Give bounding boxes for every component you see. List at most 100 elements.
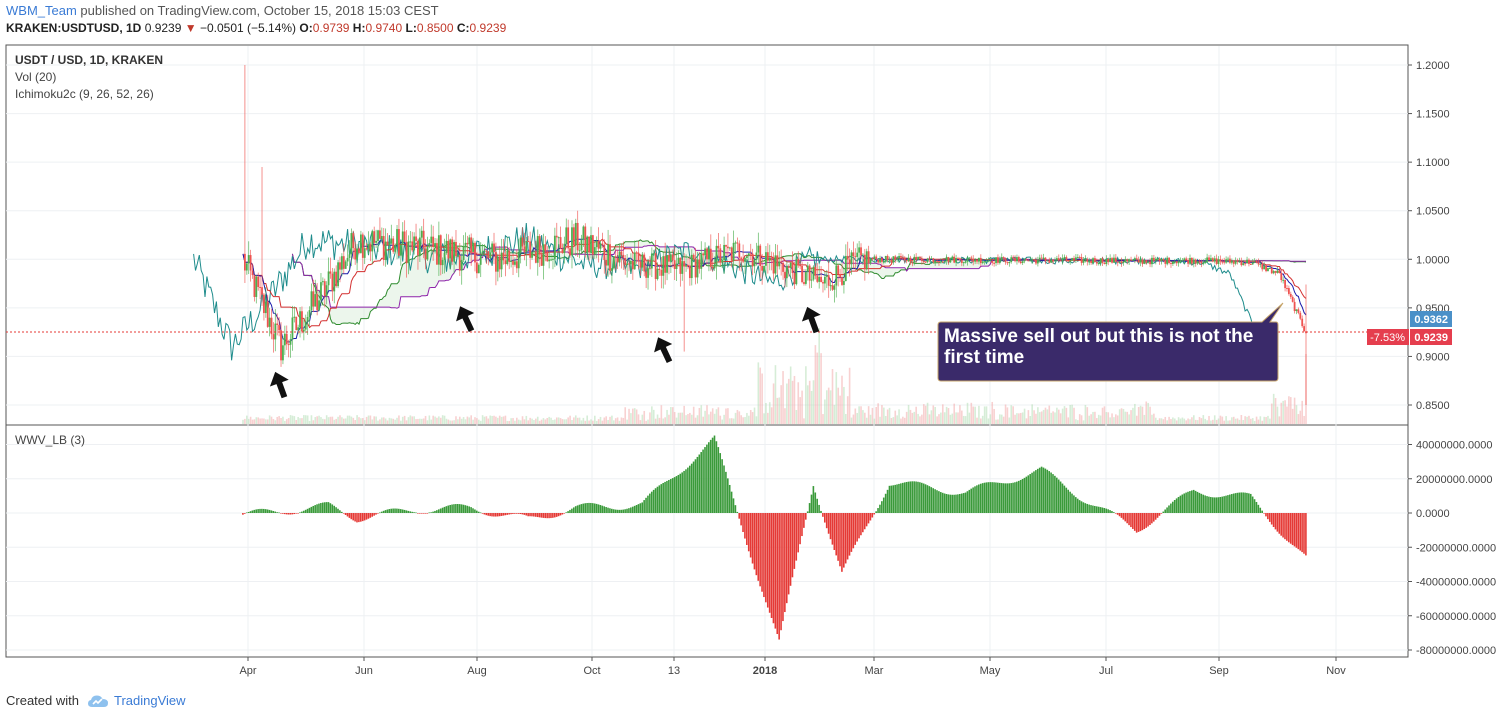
candle-body — [283, 333, 286, 346]
volume-bar — [681, 412, 684, 424]
wwv-bar — [1076, 498, 1079, 513]
candle-body — [645, 271, 648, 278]
candle-body — [1244, 263, 1247, 265]
volume-bar — [1132, 407, 1134, 424]
wwv-bar — [489, 513, 491, 517]
down-arrow-icon: ▼ — [184, 21, 197, 35]
wwv-bar — [637, 504, 640, 513]
wwv-bar — [449, 504, 451, 513]
tradingview-link[interactable]: TradingView — [87, 693, 186, 708]
chart-frame — [5, 44, 1409, 658]
wwv-bar — [1107, 509, 1109, 513]
wwv-bar — [1054, 475, 1056, 513]
candle-body — [744, 258, 746, 262]
candle-body — [660, 269, 663, 276]
price-axis[interactable]: 1.20001.15001.10001.05001.00000.95000.90… — [1408, 60, 1450, 412]
candle-body — [909, 257, 912, 263]
candle-body — [590, 235, 592, 253]
volume-bar — [729, 418, 731, 424]
volume-bar — [1286, 406, 1288, 424]
candle-body — [784, 271, 786, 279]
volume-bar — [755, 416, 758, 424]
wwv-bar — [493, 513, 495, 517]
candle-body — [371, 231, 374, 252]
last-price-text: 0.9239 — [1414, 332, 1448, 344]
wwv-bar — [375, 513, 377, 515]
wwv-bar — [1063, 485, 1066, 513]
candle-body — [382, 236, 385, 261]
volume-bar — [590, 419, 592, 424]
volume-bar — [1061, 408, 1064, 424]
wwv-bar — [863, 513, 866, 530]
wwv-bar — [521, 513, 524, 515]
volume-bar — [487, 418, 490, 424]
author-link[interactable]: WBM_Team — [6, 3, 77, 18]
wwv-bar — [308, 507, 311, 513]
candle-body — [873, 256, 876, 260]
wwv-bar — [525, 513, 528, 516]
volume-bar — [803, 418, 805, 424]
volume-bar — [850, 417, 853, 424]
wwv-bar — [350, 513, 353, 520]
wwv-bar — [455, 504, 457, 513]
volume-bar — [295, 419, 298, 424]
time-axis[interactable]: Apr Jun Aug Oct 13 2018 Mar May Jul Sep Nov — [239, 657, 1346, 677]
candle-body — [649, 268, 651, 270]
wwv-bar — [922, 483, 925, 513]
candle-body — [715, 245, 718, 266]
candle-body — [514, 261, 516, 265]
candle-body — [411, 241, 414, 251]
candle-body — [483, 250, 486, 252]
candle-body — [1016, 257, 1018, 262]
wwv-bar — [612, 509, 615, 513]
wwv-bar — [470, 507, 472, 513]
wwv-bar — [839, 513, 841, 567]
wwv-bar — [548, 513, 550, 519]
candle-body — [605, 259, 608, 266]
wwv-bar — [843, 513, 845, 568]
wwv-bar — [552, 513, 554, 518]
volume-bar — [576, 417, 579, 424]
wwv-bar — [1014, 482, 1016, 513]
wwv-bar — [565, 512, 567, 513]
candle-body — [544, 244, 547, 252]
volume-bar — [519, 420, 522, 424]
candle-body — [717, 245, 720, 249]
volume-bar — [1221, 416, 1224, 424]
candle-body — [681, 261, 684, 274]
volume-bar — [613, 420, 615, 424]
wwv-bar — [1158, 513, 1161, 516]
volume-bar — [864, 412, 866, 424]
candle-body — [816, 275, 819, 282]
wwv-bar — [439, 508, 442, 513]
volume-bar — [1257, 419, 1260, 424]
wwv-axis[interactable]: 40000000.000020000000.00000.0000-2000000… — [1408, 440, 1496, 658]
wwv-bar — [803, 513, 805, 528]
candle-body — [1109, 258, 1112, 263]
volume-bar — [1008, 417, 1011, 424]
wwv-bar — [529, 513, 531, 517]
candle-body — [333, 271, 336, 292]
candle-body — [993, 262, 996, 264]
volume-bar — [949, 414, 952, 424]
candle-body — [609, 244, 611, 271]
wwv-bar — [399, 509, 402, 513]
candle-body — [531, 251, 533, 258]
candle-body — [1297, 309, 1300, 313]
volume-bar — [987, 418, 990, 424]
candle-body — [1065, 257, 1068, 261]
volume-bar — [373, 416, 376, 424]
volume-bar — [957, 412, 959, 424]
wwv-bar — [844, 513, 847, 564]
volume-bar — [1084, 404, 1087, 424]
candle-body — [1181, 259, 1184, 261]
wwv-bar — [306, 508, 309, 513]
wwv-bar — [1090, 505, 1092, 513]
candle-body — [742, 258, 745, 262]
volume-bar — [689, 412, 691, 424]
candle-body — [312, 291, 315, 307]
volume-bar — [801, 390, 803, 424]
candle-body — [618, 251, 621, 263]
wwv-bar — [335, 507, 337, 513]
